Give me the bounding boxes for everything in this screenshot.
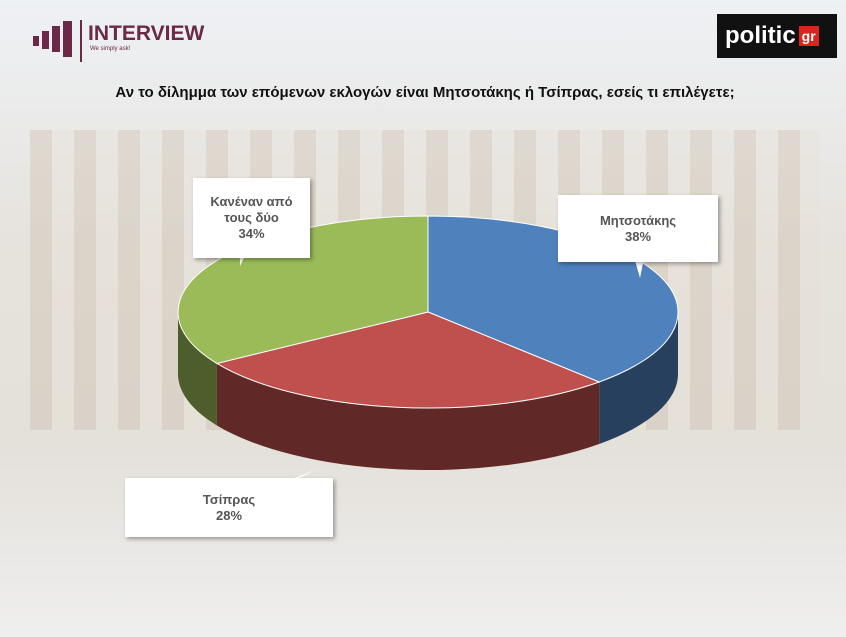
logo-icon [33, 20, 82, 62]
category-label: Τσίπρας [202, 491, 256, 507]
callout: Μητσοτάκης 38% [558, 195, 718, 262]
value-label: 38% [624, 228, 652, 244]
partner-suffix: gr [798, 26, 819, 46]
slice-side [216, 363, 600, 470]
category-label: Μητσοτάκης [599, 212, 677, 228]
tagline: We simply ask! [90, 46, 131, 52]
brand: INTERVIEW [88, 22, 205, 45]
chart-title: Αν το δίλημμα των επόμενων εκλογών είναι… [115, 84, 735, 101]
slice-side [599, 312, 678, 444]
slice [215, 311, 601, 409]
category-label: Κανέναν από τους δύο [210, 194, 293, 225]
value-label: 28% [215, 507, 243, 523]
callout: Τσίπρας 28% [125, 478, 333, 537]
slice-side [178, 312, 217, 426]
callout: Κανέναν από τους δύο 34% [193, 178, 310, 258]
value-label: 34% [238, 226, 265, 241]
partner: politic [725, 22, 796, 49]
partner-logo: politic gr [717, 14, 837, 58]
